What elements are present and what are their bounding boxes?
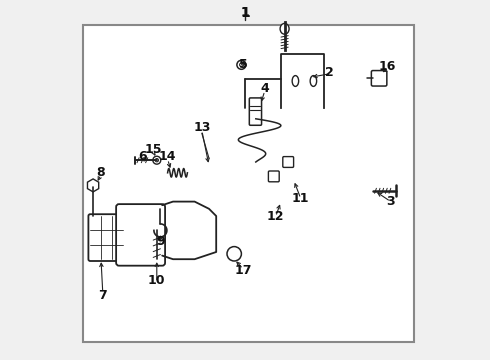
Text: 15: 15	[145, 143, 162, 156]
Text: 17: 17	[234, 264, 252, 276]
Text: 9: 9	[156, 235, 165, 248]
Text: 4: 4	[260, 82, 269, 95]
Text: 11: 11	[292, 192, 310, 204]
Ellipse shape	[310, 76, 317, 86]
FancyBboxPatch shape	[371, 71, 387, 86]
FancyBboxPatch shape	[116, 204, 165, 266]
Text: 1: 1	[241, 6, 249, 19]
Text: 2: 2	[325, 66, 334, 78]
Text: 3: 3	[387, 195, 395, 208]
FancyBboxPatch shape	[249, 98, 262, 125]
Text: 8: 8	[97, 166, 105, 179]
FancyBboxPatch shape	[88, 214, 124, 261]
Text: 10: 10	[148, 274, 166, 287]
Text: 7: 7	[98, 289, 107, 302]
Ellipse shape	[227, 247, 242, 261]
Text: 14: 14	[159, 150, 176, 163]
Text: 16: 16	[378, 60, 396, 73]
FancyBboxPatch shape	[269, 171, 279, 182]
FancyBboxPatch shape	[283, 157, 294, 167]
Text: 1: 1	[240, 6, 250, 19]
Ellipse shape	[280, 23, 289, 34]
Text: 12: 12	[267, 210, 284, 222]
Bar	[83, 25, 414, 342]
Text: 6: 6	[138, 150, 147, 163]
Ellipse shape	[155, 158, 158, 162]
Ellipse shape	[240, 63, 243, 67]
Ellipse shape	[237, 60, 246, 69]
Text: 5: 5	[239, 58, 247, 71]
Text: 13: 13	[193, 121, 211, 134]
Ellipse shape	[153, 156, 161, 164]
Ellipse shape	[292, 76, 298, 86]
